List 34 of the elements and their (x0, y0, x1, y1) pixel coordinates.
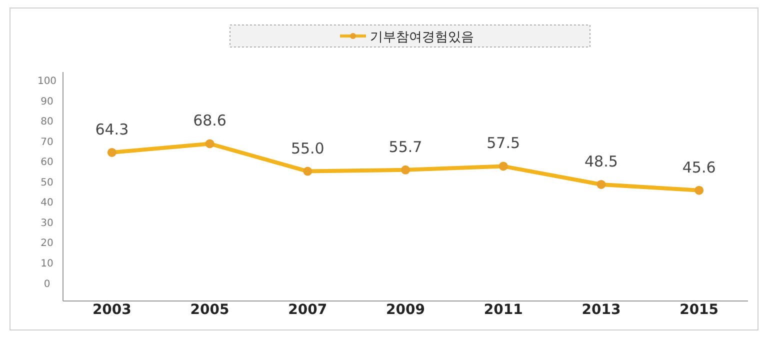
x-tick-label: 2013 (582, 302, 621, 318)
point (107, 148, 116, 157)
x-tick-label: 2009 (386, 302, 425, 318)
y-tick-label: 10 (40, 258, 54, 270)
point (694, 186, 704, 195)
x-tick-label: 2015 (680, 302, 719, 318)
point (498, 162, 508, 171)
y-tick-label: 70 (40, 136, 54, 148)
x-tick-label: 2007 (288, 302, 328, 318)
legend-label: 기부참여경험있음 (370, 30, 474, 45)
y-tick-label: 100 (37, 76, 57, 88)
data-label: 55.0 (290, 139, 324, 158)
legend: 기부참여경험있음 (230, 24, 590, 48)
x-tick-label: 2005 (190, 302, 230, 318)
data-label: 68.6 (193, 112, 226, 130)
point (205, 139, 214, 148)
y-tick-label: 20 (40, 238, 54, 250)
data-label: 64.3 (95, 120, 129, 138)
data-label: 48.5 (584, 152, 618, 170)
y-tick-label: 80 (40, 116, 54, 128)
data-label: 57.5 (486, 134, 520, 152)
data-label: 55.7 (388, 138, 422, 156)
point (303, 166, 312, 176)
y-tick-label: 30 (40, 218, 54, 229)
data-label: 45.6 (682, 158, 716, 176)
y-tick-label: 0 (44, 278, 50, 290)
y-tick-label: 60 (40, 157, 54, 168)
x-tick-label: 2011 (484, 302, 523, 318)
y-tick-label: 90 (40, 96, 54, 108)
point (401, 165, 410, 174)
y-tick-label: 50 (40, 177, 54, 188)
point (596, 180, 606, 189)
y-tick-label: 40 (40, 198, 54, 209)
x-tick-label: 2003 (92, 302, 132, 318)
